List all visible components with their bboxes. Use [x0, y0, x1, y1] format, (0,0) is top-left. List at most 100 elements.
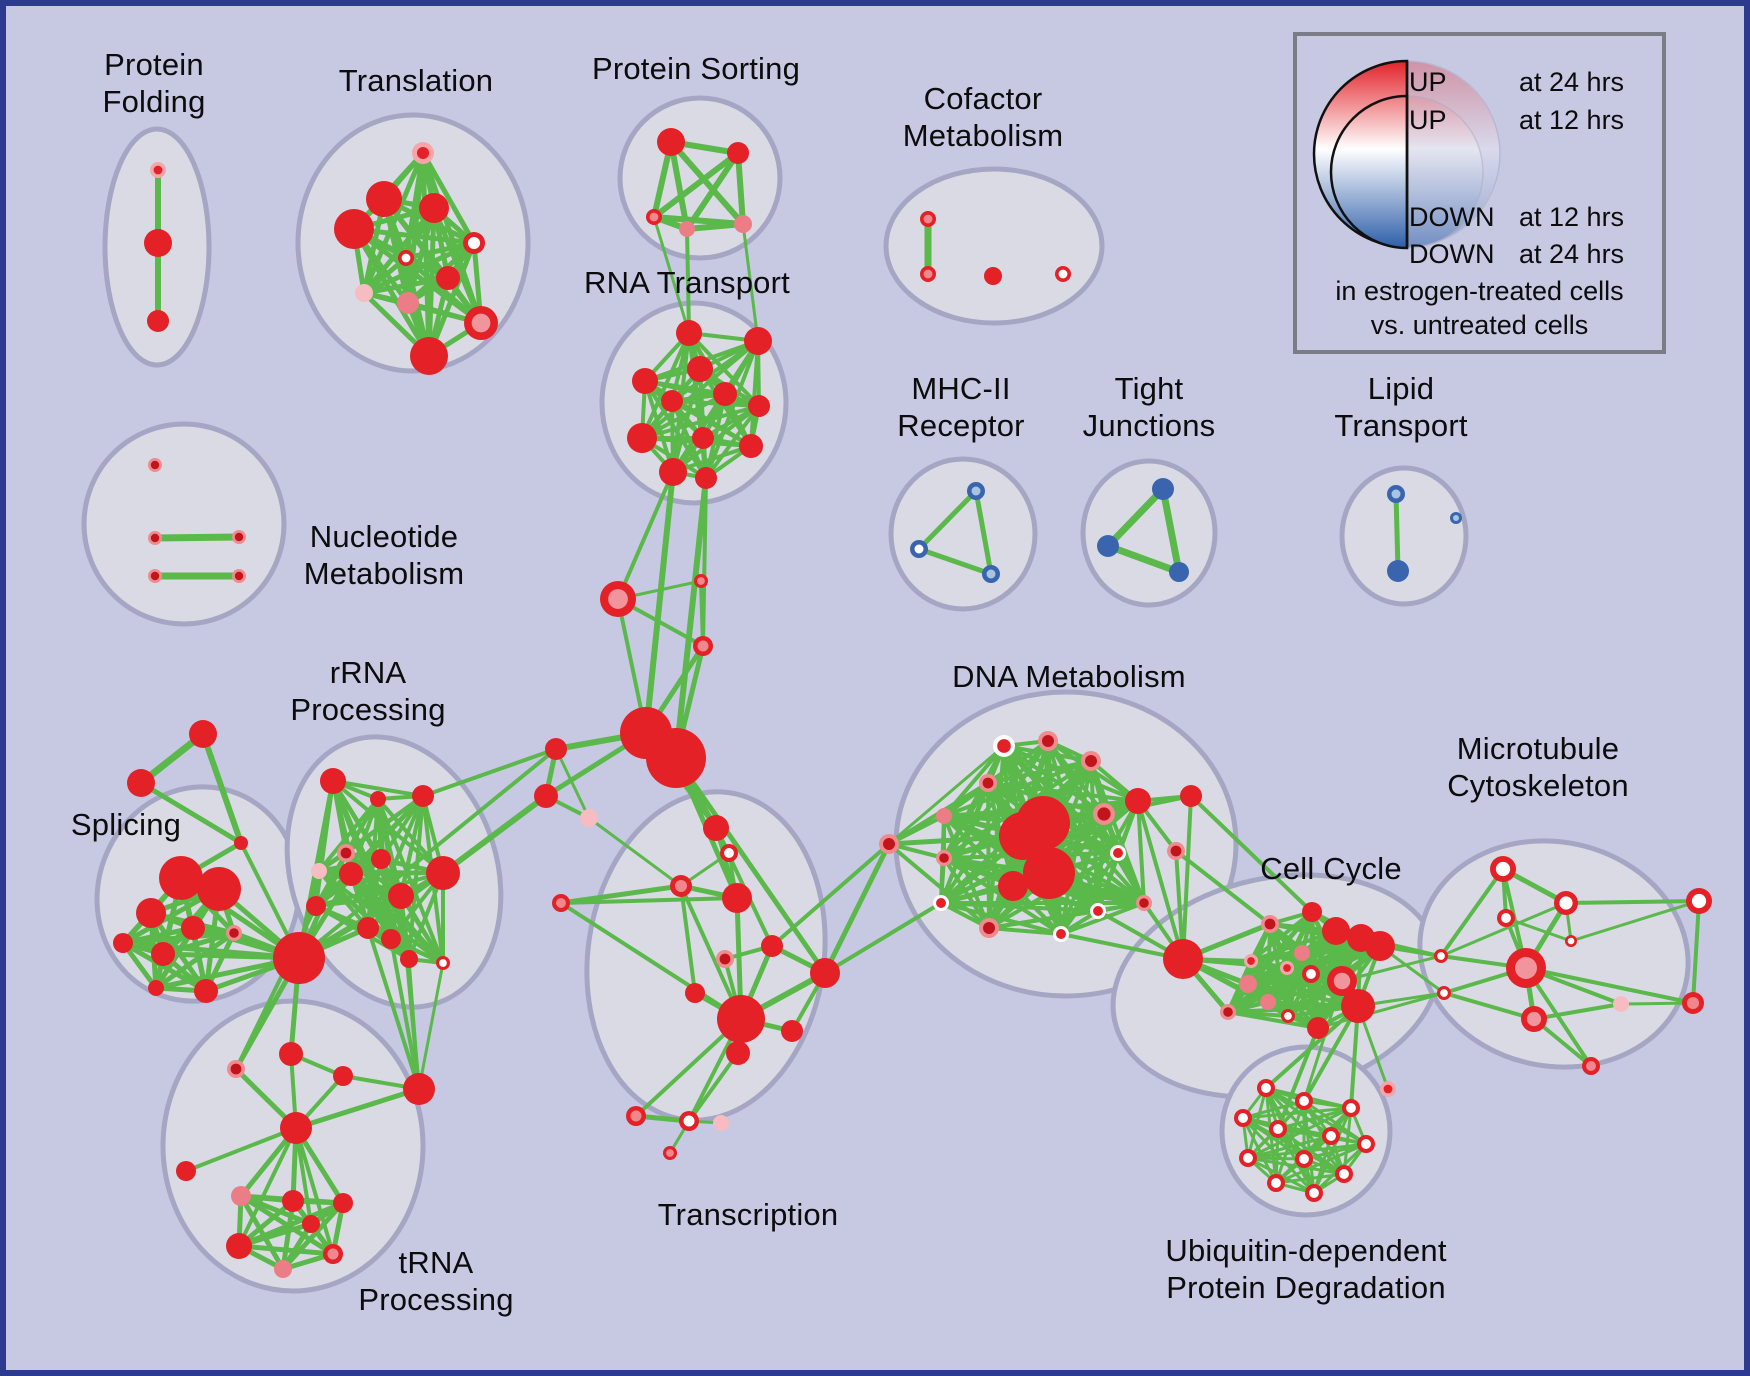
- network-node-core: [1243, 1153, 1253, 1163]
- network-node: [159, 856, 203, 900]
- cluster-label-mhc-ii-receptor: MHC-II Receptor: [897, 371, 1025, 443]
- network-edge: [1246, 1134, 1333, 1160]
- network-edge: [668, 139, 690, 232]
- network-node-core: [923, 269, 933, 279]
- network-edge: [238, 1193, 286, 1272]
- network-node-core: [150, 571, 160, 581]
- network-node: [181, 916, 205, 940]
- network-node-core: [471, 313, 491, 333]
- network-node-core: [983, 922, 995, 934]
- network-node-core: [230, 1063, 242, 1075]
- cluster-label-protein-sorting: Protein Sorting: [591, 51, 801, 86]
- cluster-label-rrna-processing: rRNA Processing: [290, 655, 446, 727]
- network-node: [282, 1190, 304, 1212]
- network-node-core: [982, 777, 994, 789]
- network-node: [580, 809, 598, 827]
- network-node-core: [150, 533, 160, 543]
- legend-up-12-label: UP: [1409, 105, 1447, 135]
- network-edge: [1504, 916, 1573, 943]
- network-node-core: [1056, 929, 1066, 939]
- network-node: [1294, 945, 1310, 961]
- network-edge: [986, 759, 1093, 785]
- network-edge: [293, 1086, 422, 1131]
- network-edge: [1316, 991, 1446, 1030]
- network-edge: [1564, 899, 1701, 905]
- network-node: [703, 815, 729, 841]
- network-node: [632, 368, 658, 394]
- network-edge: [616, 470, 675, 601]
- network-edge: [684, 221, 746, 232]
- network-node-core: [936, 898, 946, 908]
- network-node-core: [1284, 1012, 1292, 1020]
- cluster-label-splicing: Splicing: [70, 807, 182, 842]
- network-edge: [1059, 932, 1185, 961]
- network-node: [534, 784, 558, 808]
- legend: UP at 24 hrs UP at 12 hrs DOWN at 12 hrs…: [1293, 32, 1666, 354]
- network-edge: [1393, 491, 1401, 574]
- network-node: [679, 221, 695, 237]
- network-node: [1307, 1017, 1329, 1039]
- network-edge: [679, 884, 743, 1021]
- network-node: [1180, 785, 1202, 807]
- network-node-core: [719, 953, 731, 965]
- network-edge: [1104, 485, 1167, 550]
- network-edge: [670, 399, 753, 448]
- network-node-core: [1309, 1188, 1319, 1198]
- network-node-core: [697, 640, 709, 652]
- network-node: [692, 427, 714, 449]
- legend-down-24-time: at 24 hrs: [1519, 239, 1625, 269]
- network-edge: [668, 139, 746, 227]
- network-edge: [1340, 954, 1443, 983]
- network-node-core: [1139, 898, 1149, 908]
- network-node: [1341, 989, 1375, 1023]
- network-edge: [151, 533, 243, 542]
- network-node-core: [1085, 755, 1097, 767]
- network-node: [661, 390, 683, 412]
- network-node-core: [939, 853, 949, 863]
- legend-down-12-label: DOWN: [1409, 202, 1495, 232]
- network-node: [366, 181, 402, 217]
- network-node: [280, 1112, 312, 1144]
- legend-up-12-time: at 12 hrs: [1519, 105, 1625, 135]
- network-edge: [1302, 1142, 1368, 1161]
- network-edge: [939, 901, 1100, 913]
- cluster-label-cofactor-metabolism: Cofactor Metabolism: [902, 81, 1064, 153]
- network-edge: [1059, 901, 1146, 936]
- network-node: [781, 1020, 803, 1042]
- network-node: [381, 929, 401, 949]
- network-node: [113, 933, 133, 953]
- legend-down-24-label: DOWN: [1409, 239, 1495, 269]
- network-node-core: [971, 486, 981, 496]
- network-edge: [1136, 799, 1146, 905]
- network-node: [311, 863, 327, 879]
- network-edge: [1246, 982, 1360, 1008]
- network-edge: [1246, 979, 1344, 986]
- network-node: [1152, 478, 1174, 500]
- network-node-core: [1437, 952, 1445, 960]
- network-edge: [1181, 794, 1193, 961]
- network-edge: [1116, 851, 1146, 905]
- network-edge: [640, 404, 761, 440]
- network-node: [936, 808, 952, 824]
- network-edge: [421, 747, 558, 798]
- network-node: [426, 856, 460, 890]
- network-node-core: [683, 1115, 695, 1127]
- network-edge: [685, 227, 691, 335]
- network-node: [226, 1233, 252, 1259]
- network-node: [1613, 996, 1629, 1012]
- network-node-core: [1261, 1083, 1271, 1093]
- network-edge: [704, 392, 727, 480]
- legend-up-24-time: at 24 hrs: [1519, 67, 1625, 97]
- network-edge: [643, 379, 761, 408]
- network-node: [1322, 917, 1350, 945]
- cluster-label-dna-metabolism: DNA Metabolism: [952, 659, 1186, 694]
- cluster-ellipse-nucleotide-metabolism: [81, 421, 287, 627]
- network-node: [1125, 788, 1151, 814]
- network-edge: [973, 488, 994, 577]
- network-edge: [916, 488, 979, 552]
- network-node-core: [1559, 896, 1573, 910]
- network-svg: [81, 95, 1712, 1294]
- network-edge: [1059, 851, 1120, 936]
- network-node-core: [1093, 906, 1103, 916]
- network-node-core: [666, 1149, 674, 1157]
